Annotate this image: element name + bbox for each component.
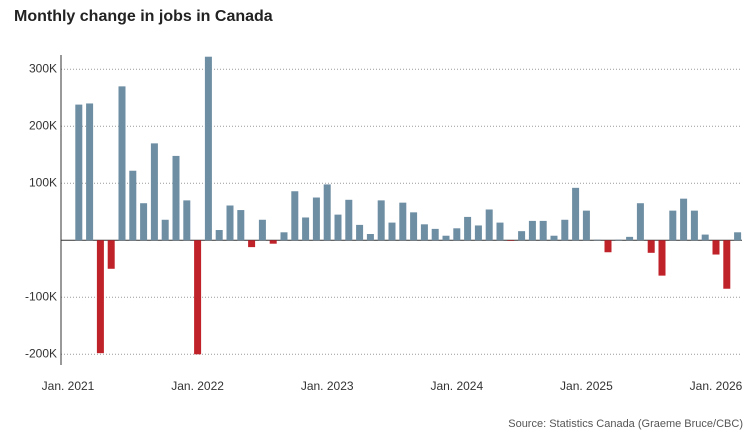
bar [453, 228, 461, 241]
bar [183, 200, 191, 241]
bar [129, 170, 137, 241]
y-tick-label: 100K [29, 175, 57, 189]
bar [615, 239, 623, 241]
y-tick-label: 300K [29, 61, 57, 75]
bar [420, 224, 428, 241]
bar [75, 104, 83, 241]
bar [593, 239, 601, 241]
y-tick-label: -100K [25, 289, 57, 303]
bar [215, 230, 223, 241]
y-tick-label: -200K [25, 346, 57, 360]
bar [626, 236, 634, 241]
x-tick-label: Jan. 2021 [42, 379, 95, 393]
bar [107, 240, 115, 269]
bar [680, 198, 688, 241]
bar [248, 240, 256, 248]
bar [366, 234, 374, 241]
bar [550, 235, 558, 241]
bar [647, 240, 655, 253]
bar [194, 240, 202, 355]
bar [669, 210, 677, 241]
bar [345, 199, 353, 241]
bar [701, 234, 709, 241]
bar [442, 235, 450, 241]
source: Source: Statistics Canada (Graeme Bruce/… [508, 418, 743, 430]
bar [323, 184, 331, 241]
x-tick-label: Jan. 2025 [560, 379, 613, 393]
bar [464, 216, 472, 241]
bar [226, 205, 234, 241]
bar [377, 200, 385, 241]
bar [150, 143, 158, 241]
bar [291, 191, 299, 241]
bar [237, 210, 245, 241]
bar [528, 220, 536, 241]
bar [258, 219, 266, 241]
bar [496, 222, 504, 241]
bar [356, 224, 364, 241]
bar [485, 209, 493, 241]
bar [269, 240, 277, 244]
bar [572, 187, 580, 241]
x-tick-label: Jan. 2023 [301, 379, 354, 393]
x-tick-label: Jan. 2022 [171, 379, 224, 393]
x-tick-label: Jan. 2026 [690, 379, 743, 393]
bar [334, 214, 342, 241]
bar [204, 56, 212, 241]
bar [172, 155, 180, 241]
bar [712, 240, 720, 255]
bar [431, 228, 439, 241]
bar [161, 219, 169, 241]
bar [96, 240, 104, 354]
bar [561, 219, 569, 241]
bar [734, 232, 742, 241]
bar [140, 203, 148, 241]
y-tick-label: 200K [29, 118, 57, 132]
bar [388, 222, 396, 241]
bar [539, 220, 547, 241]
chart-title: Monthly change in jobs in Canada [14, 8, 273, 25]
bar [604, 240, 612, 253]
bar [399, 202, 407, 241]
bar [312, 197, 320, 241]
bar [690, 210, 698, 241]
bar [518, 231, 526, 241]
bar [280, 232, 288, 241]
bar [582, 210, 590, 241]
bar [410, 212, 418, 241]
bar [723, 240, 731, 289]
x-tick-label: Jan. 2024 [430, 379, 483, 393]
bar [86, 103, 94, 241]
bar [636, 203, 644, 241]
bar [474, 225, 482, 241]
bar [118, 86, 126, 241]
bar [658, 240, 666, 276]
bar [302, 217, 310, 241]
bar [507, 240, 515, 241]
